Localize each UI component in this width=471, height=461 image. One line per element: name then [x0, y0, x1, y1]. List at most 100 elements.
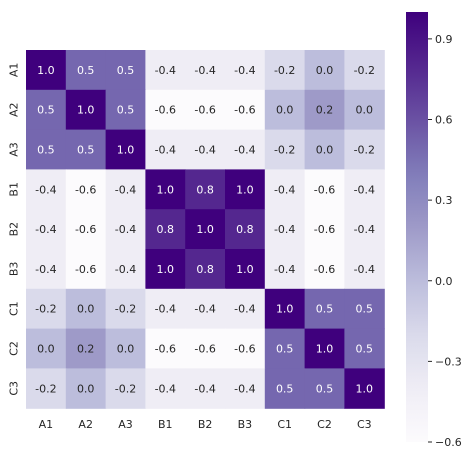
cell-C2-C2: [304, 328, 345, 369]
cell-C2-B3: [225, 328, 266, 369]
cell-B1-A2: [65, 169, 107, 210]
cell-label-A2-A1: 0.5: [37, 104, 55, 117]
cell-label-C2-B3: -0.6: [234, 343, 255, 356]
cell-A3-B1: [145, 129, 186, 170]
cell-label-A3-B1: -0.4: [155, 144, 176, 157]
cell-A1-A3: [105, 50, 146, 91]
colorbar-tick-label: 0.0: [435, 275, 453, 288]
x-tick-label-A2: A2: [78, 418, 93, 431]
cell-A1-C2: [304, 50, 345, 91]
cell-label-A3-A1: 0.5: [37, 144, 55, 157]
cell-A2-C3: [344, 89, 385, 131]
cell-B3-A3: [105, 249, 146, 290]
cell-B3-B1: [145, 249, 186, 290]
cell-B1-B3: [225, 169, 266, 210]
cell-label-A1-B3: -0.4: [234, 64, 255, 77]
colorbar-gradient: [406, 12, 428, 442]
cell-label-B3-C1: -0.4: [274, 263, 295, 276]
cell-B2-A2: [65, 209, 107, 250]
cell-A2-A2: [65, 89, 107, 131]
cell-A2-B1: [145, 89, 186, 131]
colorbar-tick-label: −0.3: [435, 355, 462, 368]
colorbar-tick-label: −0.6: [435, 436, 462, 449]
cell-A1-C1: [264, 50, 306, 91]
cell-label-A2-B2: -0.6: [194, 104, 215, 117]
cell-A2-C2: [304, 89, 345, 131]
cell-B1-C1: [264, 169, 306, 210]
cell-C1-B3: [225, 288, 266, 330]
cell-label-B2-C3: -0.4: [354, 223, 375, 236]
cell-label-B1-B2: 0.8: [196, 183, 214, 196]
cell-label-A3-C1: -0.2: [274, 144, 295, 157]
cell-label-A2-C1: 0.0: [276, 104, 294, 117]
cell-label-A1-C2: 0.0: [316, 64, 334, 77]
cell-label-A3-B2: -0.4: [194, 144, 215, 157]
cell-label-B1-A2: -0.6: [75, 183, 96, 196]
cell-B2-C3: [344, 209, 385, 250]
cell-B2-B1: [145, 209, 186, 250]
x-tick-label-B2: B2: [198, 418, 213, 431]
cell-B3-C3: [344, 249, 385, 290]
cell-label-A1-A3: 0.5: [117, 64, 135, 77]
y-tick-label-A1: A1: [8, 63, 21, 78]
y-tick-label-C1: C1: [8, 301, 21, 316]
cell-label-B1-C2: -0.6: [314, 183, 335, 196]
cell-label-A3-A2: 0.5: [77, 144, 95, 157]
cell-label-A2-B3: -0.6: [234, 104, 255, 117]
cell-label-C2-C3: 0.5: [356, 343, 374, 356]
cell-B3-A2: [65, 249, 107, 290]
cell-C1-C2: [304, 288, 345, 330]
cell-label-C1-B1: -0.4: [155, 303, 176, 316]
cell-label-C2-A2: 0.2: [77, 343, 95, 356]
cell-C3-B1: [145, 368, 186, 409]
cell-label-C3-A2: 0.0: [77, 382, 95, 395]
cell-B2-A1: [26, 209, 67, 250]
cell-A2-C1: [264, 89, 306, 131]
cell-label-B1-B1: 1.0: [157, 183, 175, 196]
cell-A2-B3: [225, 89, 266, 131]
cell-C1-C3: [344, 288, 385, 330]
cell-label-C1-C1: 1.0: [276, 303, 294, 316]
x-tick-label-B1: B1: [158, 418, 173, 431]
cell-A1-B3: [225, 50, 266, 91]
cell-C2-A2: [65, 328, 107, 369]
cell-label-C3-B2: -0.4: [194, 382, 215, 395]
cell-label-C1-A3: -0.2: [115, 303, 136, 316]
cell-label-A3-C2: 0.0: [316, 144, 334, 157]
cell-label-B3-A3: -0.4: [115, 263, 136, 276]
cell-label-C1-A2: 0.0: [77, 303, 95, 316]
cell-label-B2-A2: -0.6: [75, 223, 96, 236]
cell-C3-B2: [185, 368, 226, 409]
y-tick-label-C3: C3: [8, 381, 21, 396]
y-axis-ticks: A1 A2 A3 B1 B2 B3 C1 C2 C3: [8, 63, 21, 396]
cell-label-C3-B3: -0.4: [234, 382, 255, 395]
cell-label-B3-A2: -0.6: [75, 263, 96, 276]
heatmap-cells: 1.0 0.5 0.5 -0.4 -0.4 -0.4 -0.2 0.0 -0.2 0.5 1.0 0.…: [26, 50, 385, 409]
cell-C1-A3: [105, 288, 146, 330]
cell-A3-A2: [65, 129, 107, 170]
cell-B1-A3: [105, 169, 146, 210]
x-tick-label-A3: A3: [118, 418, 133, 431]
cell-label-B3-A1: -0.4: [35, 263, 56, 276]
cell-B3-B3: [225, 249, 266, 290]
cell-C3-C2: [304, 368, 345, 409]
cell-A3-C1: [264, 129, 306, 170]
cell-C3-C1: [264, 368, 306, 409]
x-tick-label-C1: C1: [277, 418, 292, 431]
x-tick-label-C3: C3: [357, 418, 372, 431]
cell-A1-B2: [185, 50, 226, 91]
x-tick-label-C2: C2: [317, 418, 332, 431]
cell-B3-C1: [264, 249, 306, 290]
cell-label-C2-C1: 0.5: [276, 343, 294, 356]
cell-label-A1-C3: -0.2: [354, 64, 375, 77]
colorbar-tick-label: 0.3: [435, 194, 453, 207]
cell-B3-A1: [26, 249, 67, 290]
cell-label-B1-A1: -0.4: [35, 183, 56, 196]
x-tick-label-A1: A1: [39, 418, 54, 431]
cell-label-B3-B3: 1.0: [236, 263, 254, 276]
cell-label-C1-C3: 0.5: [356, 303, 374, 316]
cell-B1-C3: [344, 169, 385, 210]
cell-A3-C3: [344, 129, 385, 170]
cell-label-C3-C1: 0.5: [276, 382, 294, 395]
y-tick-label-B2: B2: [8, 222, 21, 237]
